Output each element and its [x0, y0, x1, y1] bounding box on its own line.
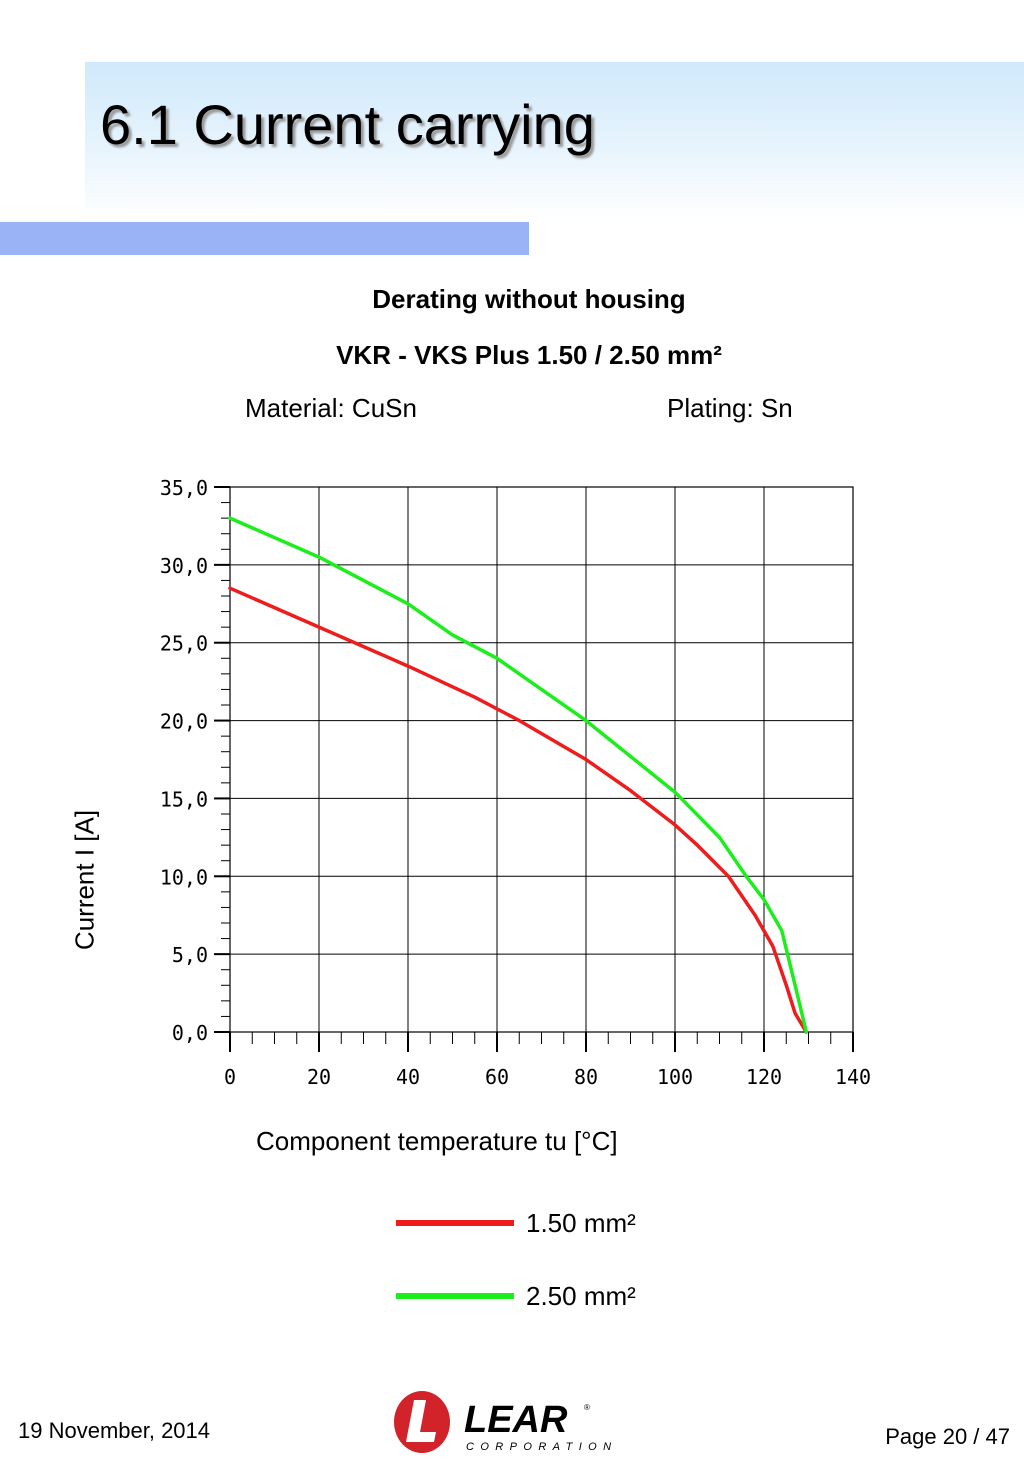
legend-swatch-red — [396, 1220, 514, 1226]
y-axis-label: Current I [A] — [69, 809, 100, 951]
page-number: Page 20 / 47 — [885, 1424, 1010, 1449]
title-band — [85, 62, 1024, 220]
registered-mark: ® — [584, 1403, 590, 1412]
chart-series — [228, 516, 809, 1034]
chart-subtitle: VKR - VKS Plus 1.50 / 2.50 mm² — [336, 340, 722, 370]
series-line-2-50mm2 — [228, 516, 809, 1034]
y-tick-label: 0,0 — [172, 1021, 208, 1045]
y-tick-label: 5,0 — [172, 943, 208, 967]
x-tick-label: 40 — [396, 1065, 420, 1089]
chart-grid — [229, 486, 854, 1033]
footer-date: 19 November, 2014 — [18, 1418, 211, 1443]
y-tick-label: 10,0 — [160, 865, 208, 889]
chart-ticks — [214, 486, 854, 1052]
x-tick-label: 120 — [746, 1065, 782, 1089]
y-tick-label: 15,0 — [160, 787, 208, 811]
legend-swatch-green — [396, 1293, 514, 1299]
x-tick-label: 0 — [224, 1065, 236, 1089]
chart-title: Derating without housing — [372, 284, 686, 314]
legend-label: 1.50 mm² — [526, 1208, 636, 1238]
lear-logo-subtitle: CORPORATION — [466, 1441, 617, 1453]
x-tick-label: 140 — [835, 1065, 871, 1089]
y-tick-label: 30,0 — [160, 554, 208, 578]
y-tick-label: 20,0 — [160, 710, 208, 734]
lear-logo: LEAR ® CORPORATION — [394, 1391, 617, 1453]
x-tick-label: 80 — [574, 1065, 598, 1089]
slide-title: 6.1 Current carrying — [100, 93, 595, 156]
chart-tick-labels: 0 20 40 60 80 100 120 140 0,0 5,0 10,0 15,0 20,0 25,0… — [160, 476, 871, 1089]
y-tick-label: 25,0 — [160, 632, 208, 656]
x-tick-label: 100 — [657, 1065, 693, 1089]
x-axis-label: Component temperature tu [°C] — [256, 1126, 618, 1156]
y-tick-label: 35,0 — [160, 476, 208, 500]
lear-logo-text: LEAR — [464, 1399, 568, 1441]
series-line-1-50mm2 — [228, 586, 809, 1034]
x-tick-label: 20 — [307, 1065, 331, 1089]
x-tick-label: 60 — [485, 1065, 509, 1089]
plating-label: Plating: Sn — [667, 393, 793, 423]
material-label: Material: CuSn — [245, 393, 417, 423]
plot-area-frame — [229, 486, 854, 1033]
accent-bar — [0, 222, 529, 255]
legend-label: 2.50 mm² — [526, 1281, 636, 1311]
lear-logo-l-shape — [406, 1400, 436, 1442]
